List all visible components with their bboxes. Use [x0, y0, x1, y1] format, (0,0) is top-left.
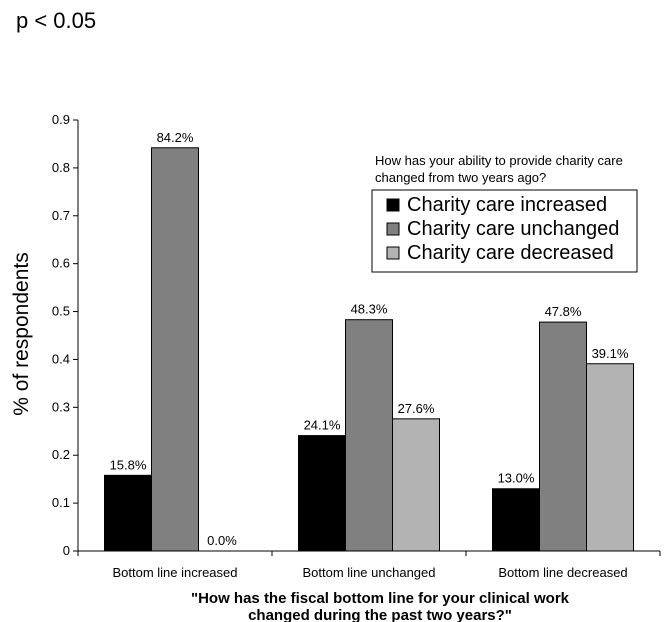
- legend-entry-label: Charity care unchanged: [407, 218, 619, 240]
- legend-entry-label: Charity care increased: [407, 194, 607, 216]
- data-label: 48.3%: [351, 302, 388, 317]
- data-label: 47.8%: [545, 304, 582, 319]
- p-value-annotation: p < 0.05: [16, 8, 97, 33]
- bar: [539, 321, 587, 552]
- x-axis-title-line2: changed during the past two years?": [248, 607, 512, 622]
- data-label: 39.1%: [592, 346, 629, 361]
- y-tick-label: 0.2: [52, 447, 70, 462]
- data-label: 13.0%: [498, 471, 535, 486]
- bar: [104, 474, 152, 552]
- bars: [104, 147, 634, 552]
- legend-swatch: [386, 222, 400, 236]
- legend-question-line2: changed from two years ago?: [375, 170, 546, 185]
- bar: [298, 435, 346, 552]
- y-tick-label: 0: [63, 543, 70, 558]
- data-label: 84.2%: [157, 130, 194, 145]
- legend-entry-label: Charity care decreased: [407, 242, 614, 264]
- y-tick-label: 0.8: [52, 160, 70, 175]
- x-category-label: Bottom line decreased: [498, 565, 627, 580]
- data-labels: 15.8% 84.2% 0.0% 24.1% 48.3% 27.6% 13.0% 47.8% 3…: [110, 130, 629, 548]
- y-tick-label: 0.5: [52, 304, 70, 319]
- y-tick-label: 0.6: [52, 256, 70, 271]
- bar: [586, 363, 634, 552]
- data-label: 24.1%: [304, 418, 341, 433]
- y-tick-label: 0.9: [52, 112, 70, 127]
- bar: [345, 319, 393, 552]
- x-category-label: Bottom line increased: [112, 565, 237, 580]
- y-tick-label: 0.7: [52, 208, 70, 223]
- data-label: 0.0%: [207, 533, 237, 548]
- y-axis-title: % of respondents: [10, 252, 33, 415]
- bar: [392, 418, 440, 552]
- legend-question-line1: How has your ability to provide charity …: [375, 153, 623, 168]
- x-category-label: Bottom line unchanged: [303, 565, 436, 580]
- y-tick-label: 0.4: [52, 351, 70, 366]
- data-label: 15.8%: [110, 457, 147, 472]
- y-tick-label: 0.1: [52, 495, 70, 510]
- y-tick-label: 0.3: [52, 399, 70, 414]
- legend-swatch: [386, 198, 400, 212]
- x-axis-title-line1: "How has the fiscal bottom line for your…: [191, 590, 570, 607]
- legend-swatch: [386, 246, 400, 260]
- bar: [492, 488, 540, 552]
- data-label: 27.6%: [398, 401, 435, 416]
- bar: [151, 147, 199, 552]
- legend-box: [371, 189, 638, 273]
